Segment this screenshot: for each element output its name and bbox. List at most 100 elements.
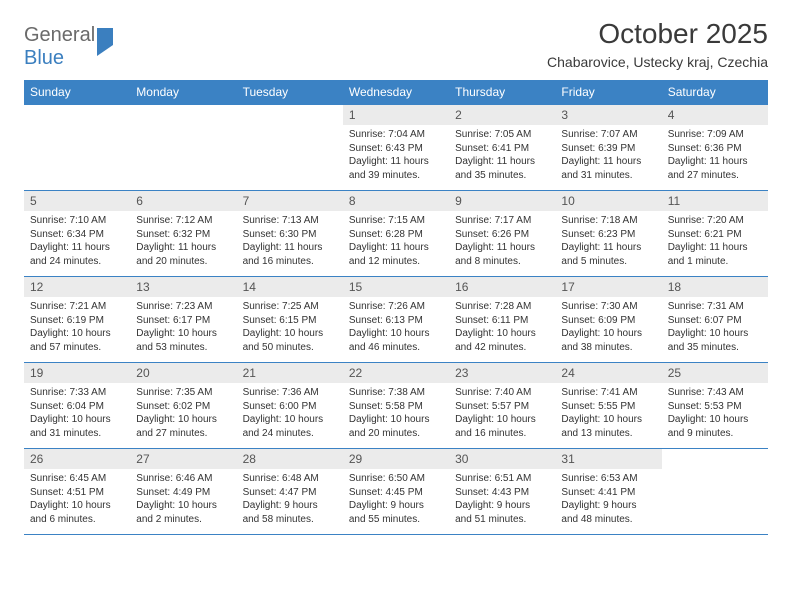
sunset-line: Sunset: 5:58 PM [349, 400, 443, 414]
sunset-line: Sunset: 4:41 PM [561, 486, 655, 500]
sunrise-line: Sunrise: 7:38 AM [349, 386, 443, 400]
calendar-day-cell: 6Sunrise: 7:12 AMSunset: 6:32 PMDaylight… [130, 191, 236, 277]
sunrise-line: Sunrise: 7:07 AM [561, 128, 655, 142]
calendar-day-cell: 31Sunrise: 6:53 AMSunset: 4:41 PMDayligh… [555, 449, 661, 535]
sunrise-line: Sunrise: 7:12 AM [136, 214, 230, 228]
calendar-day-cell [237, 105, 343, 191]
calendar-day-cell: 8Sunrise: 7:15 AMSunset: 6:28 PMDaylight… [343, 191, 449, 277]
sunrise-line: Sunrise: 6:51 AM [455, 472, 549, 486]
calendar-day-cell: 13Sunrise: 7:23 AMSunset: 6:17 PMDayligh… [130, 277, 236, 363]
calendar-day-cell: 26Sunrise: 6:45 AMSunset: 4:51 PMDayligh… [24, 449, 130, 535]
day-number: 10 [555, 191, 661, 211]
sunrise-line: Sunrise: 7:15 AM [349, 214, 443, 228]
daylight-line: Daylight: 10 hours and 6 minutes. [30, 499, 124, 526]
sunrise-line: Sunrise: 7:23 AM [136, 300, 230, 314]
day-info: Sunrise: 6:45 AMSunset: 4:51 PMDaylight:… [24, 469, 130, 530]
daylight-line: Daylight: 9 hours and 58 minutes. [243, 499, 337, 526]
daylight-line: Daylight: 10 hours and 38 minutes. [561, 327, 655, 354]
day-info: Sunrise: 7:23 AMSunset: 6:17 PMDaylight:… [130, 297, 236, 358]
logo-word-1: General [24, 24, 95, 46]
daylight-line: Daylight: 11 hours and 31 minutes. [561, 155, 655, 182]
calendar-day-cell: 9Sunrise: 7:17 AMSunset: 6:26 PMDaylight… [449, 191, 555, 277]
sunset-line: Sunset: 6:04 PM [30, 400, 124, 414]
day-info: Sunrise: 6:53 AMSunset: 4:41 PMDaylight:… [555, 469, 661, 530]
calendar-day-cell: 20Sunrise: 7:35 AMSunset: 6:02 PMDayligh… [130, 363, 236, 449]
day-number: 28 [237, 449, 343, 469]
page-title: October 2025 [547, 18, 768, 50]
sunset-line: Sunset: 6:11 PM [455, 314, 549, 328]
day-number: 5 [24, 191, 130, 211]
day-info: Sunrise: 7:38 AMSunset: 5:58 PMDaylight:… [343, 383, 449, 444]
day-number: 27 [130, 449, 236, 469]
day-number: 31 [555, 449, 661, 469]
day-info: Sunrise: 7:17 AMSunset: 6:26 PMDaylight:… [449, 211, 555, 272]
calendar-week-row: 1Sunrise: 7:04 AMSunset: 6:43 PMDaylight… [24, 105, 768, 191]
day-info: Sunrise: 7:31 AMSunset: 6:07 PMDaylight:… [662, 297, 768, 358]
day-info: Sunrise: 7:25 AMSunset: 6:15 PMDaylight:… [237, 297, 343, 358]
daylight-line: Daylight: 10 hours and 35 minutes. [668, 327, 762, 354]
day-info: Sunrise: 7:35 AMSunset: 6:02 PMDaylight:… [130, 383, 236, 444]
sunrise-line: Sunrise: 7:13 AM [243, 214, 337, 228]
calendar-day-cell: 10Sunrise: 7:18 AMSunset: 6:23 PMDayligh… [555, 191, 661, 277]
day-number: 30 [449, 449, 555, 469]
day-number: 20 [130, 363, 236, 383]
calendar-day-cell: 24Sunrise: 7:41 AMSunset: 5:55 PMDayligh… [555, 363, 661, 449]
day-number: 18 [662, 277, 768, 297]
sunrise-line: Sunrise: 7:18 AM [561, 214, 655, 228]
day-info: Sunrise: 7:10 AMSunset: 6:34 PMDaylight:… [24, 211, 130, 272]
weekday-header-cell: Thursday [449, 80, 555, 105]
sunset-line: Sunset: 5:57 PM [455, 400, 549, 414]
logo-text: General Blue [24, 24, 113, 70]
sunrise-line: Sunrise: 7:41 AM [561, 386, 655, 400]
sunset-line: Sunset: 6:13 PM [349, 314, 443, 328]
day-number: 24 [555, 363, 661, 383]
weekday-header-cell: Sunday [24, 80, 130, 105]
daylight-line: Daylight: 11 hours and 35 minutes. [455, 155, 549, 182]
sunset-line: Sunset: 4:47 PM [243, 486, 337, 500]
day-number: 21 [237, 363, 343, 383]
day-info: Sunrise: 7:28 AMSunset: 6:11 PMDaylight:… [449, 297, 555, 358]
weekday-header-cell: Monday [130, 80, 236, 105]
sunrise-line: Sunrise: 6:53 AM [561, 472, 655, 486]
calendar-weekday-header: SundayMondayTuesdayWednesdayThursdayFrid… [24, 80, 768, 105]
sunrise-line: Sunrise: 7:25 AM [243, 300, 337, 314]
calendar-day-cell [130, 105, 236, 191]
title-block: October 2025 Chabarovice, Ustecky kraj, … [547, 18, 768, 70]
calendar-day-cell: 4Sunrise: 7:09 AMSunset: 6:36 PMDaylight… [662, 105, 768, 191]
day-number: 9 [449, 191, 555, 211]
calendar-week-row: 5Sunrise: 7:10 AMSunset: 6:34 PMDaylight… [24, 191, 768, 277]
day-info: Sunrise: 7:33 AMSunset: 6:04 PMDaylight:… [24, 383, 130, 444]
sunset-line: Sunset: 4:43 PM [455, 486, 549, 500]
sunrise-line: Sunrise: 6:50 AM [349, 472, 443, 486]
sunset-line: Sunset: 6:32 PM [136, 228, 230, 242]
daylight-line: Daylight: 10 hours and 24 minutes. [243, 413, 337, 440]
day-info: Sunrise: 7:18 AMSunset: 6:23 PMDaylight:… [555, 211, 661, 272]
weekday-header-cell: Tuesday [237, 80, 343, 105]
sunset-line: Sunset: 6:28 PM [349, 228, 443, 242]
calendar-day-cell: 18Sunrise: 7:31 AMSunset: 6:07 PMDayligh… [662, 277, 768, 363]
day-number: 7 [237, 191, 343, 211]
sunrise-line: Sunrise: 7:40 AM [455, 386, 549, 400]
daylight-line: Daylight: 10 hours and 46 minutes. [349, 327, 443, 354]
sunset-line: Sunset: 4:51 PM [30, 486, 124, 500]
calendar-body: 1Sunrise: 7:04 AMSunset: 6:43 PMDaylight… [24, 105, 768, 535]
daylight-line: Daylight: 10 hours and 9 minutes. [668, 413, 762, 440]
day-number: 25 [662, 363, 768, 383]
sunset-line: Sunset: 6:36 PM [668, 142, 762, 156]
daylight-line: Daylight: 9 hours and 51 minutes. [455, 499, 549, 526]
calendar-day-cell: 25Sunrise: 7:43 AMSunset: 5:53 PMDayligh… [662, 363, 768, 449]
day-info: Sunrise: 7:43 AMSunset: 5:53 PMDaylight:… [662, 383, 768, 444]
sunrise-line: Sunrise: 6:45 AM [30, 472, 124, 486]
calendar-week-row: 19Sunrise: 7:33 AMSunset: 6:04 PMDayligh… [24, 363, 768, 449]
daylight-line: Daylight: 11 hours and 8 minutes. [455, 241, 549, 268]
day-number: 2 [449, 105, 555, 125]
day-info: Sunrise: 7:04 AMSunset: 6:43 PMDaylight:… [343, 125, 449, 186]
sunset-line: Sunset: 5:53 PM [668, 400, 762, 414]
calendar-table: SundayMondayTuesdayWednesdayThursdayFrid… [24, 80, 768, 535]
sunrise-line: Sunrise: 7:30 AM [561, 300, 655, 314]
sunrise-line: Sunrise: 7:28 AM [455, 300, 549, 314]
day-number: 6 [130, 191, 236, 211]
calendar-day-cell: 1Sunrise: 7:04 AMSunset: 6:43 PMDaylight… [343, 105, 449, 191]
sunrise-line: Sunrise: 6:48 AM [243, 472, 337, 486]
logo-triangle-icon [97, 28, 113, 56]
